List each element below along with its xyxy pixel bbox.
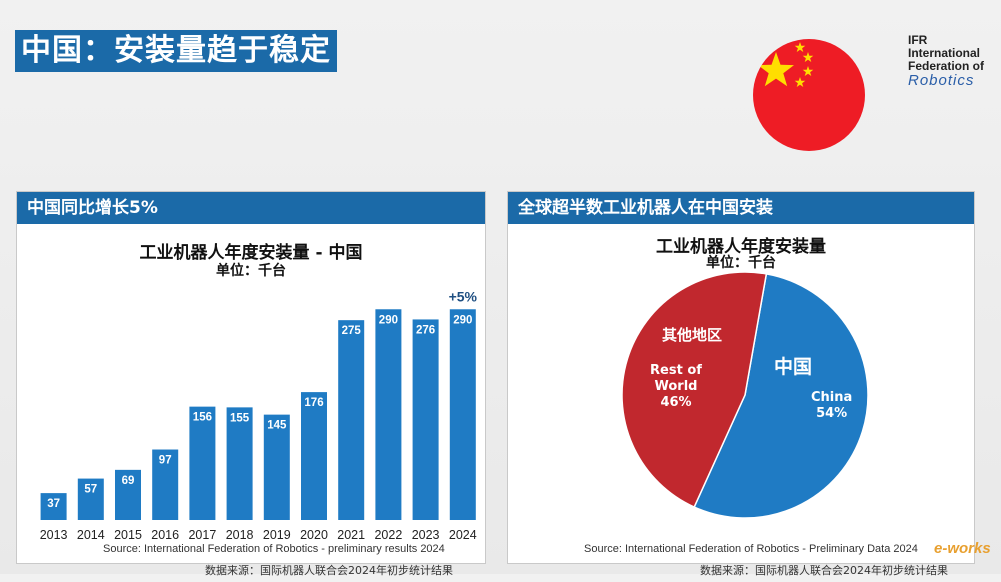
flag-small-star (794, 42, 806, 52)
source-note: Source: International Federation of Robo… (103, 543, 445, 555)
bar-value-label: 290 (453, 314, 472, 326)
source-note-cn: 数据来源：国际机器人联合会2024年初步统计结果 (205, 564, 453, 577)
bar (40, 493, 67, 520)
china-label: China 54% (811, 390, 852, 422)
flag-small-star (794, 77, 806, 87)
bar (375, 309, 402, 520)
logo-line: International (908, 46, 981, 60)
china-label-en: China (811, 390, 853, 405)
source-note: Source: International Federation of Robo… (584, 543, 918, 555)
flag-small-star (802, 52, 814, 62)
x-tick-label: 2014 (77, 528, 105, 542)
rest-label-cn: 其他地区 (662, 326, 723, 344)
pie-chart (621, 271, 869, 519)
x-tick-label: 2024 (449, 528, 477, 542)
x-tick-label: 2017 (188, 528, 216, 542)
china-label-cn: 中国 (774, 356, 813, 378)
bar (263, 414, 290, 520)
panel-header: 全球超半数工业机器人在中国安装 (508, 192, 974, 224)
china-flag-icon (753, 39, 865, 151)
bar (115, 469, 141, 520)
bar-value-label: 37 (47, 498, 60, 510)
bar-chart-subtitle: 单位：千台 (216, 263, 286, 279)
bar-value-label: 156 (193, 412, 212, 424)
bar-value-label: 69 (122, 475, 135, 487)
rest-label-value: 46% (660, 395, 692, 410)
x-tick-label: 2018 (226, 528, 254, 542)
ifr-logo: IFR International Federation of Robotics (908, 34, 984, 89)
rest-label-en: Rest of World (650, 363, 702, 394)
bar-chart-title: 工业机器人年度安装量 - 中国 (139, 243, 363, 263)
source-note-cn: 数据来源：国际机器人联合会2024年初步统计结果 (700, 564, 948, 577)
x-tick-label: 2023 (412, 528, 440, 542)
bar (449, 309, 476, 520)
bar (301, 392, 327, 520)
panel-header: 中国同比增长5% (17, 192, 485, 224)
pie-chart-panel: 全球超半数工业机器人在中国安装 工业机器人年度安装量 单位：千台 其他地区 Re… (507, 191, 975, 564)
pie-chart-subtitle: 单位：千台 (706, 255, 776, 271)
logo-robotics: Robotics (908, 72, 975, 89)
bar-value-label: 155 (230, 412, 250, 424)
pie-slice (693, 272, 869, 519)
x-tick-label: 2020 (300, 528, 328, 542)
bar (412, 319, 439, 520)
bar-value-label: 290 (379, 314, 398, 326)
bar-value-label: 275 (342, 325, 362, 337)
bar-chart: 37 2013 57 2014 69 2015 97 2016 156 2017 155 2018 14… (40, 288, 478, 542)
bar-value-label: 57 (84, 484, 97, 496)
bar-chart-panel: 中国同比增长5% 工业机器人年度安装量 - 中国 单位：千台 37 2013 57 2… (16, 191, 486, 564)
bar (189, 406, 216, 520)
x-tick-label: 2022 (374, 528, 402, 542)
bar (152, 449, 179, 520)
rest-label: Rest of World 46% (648, 363, 704, 411)
growth-annotation: +5% (449, 288, 478, 304)
bar-value-label: 97 (159, 455, 172, 467)
page-title: 中国：安装量趋于稳定 (15, 30, 337, 72)
bar-value-label: 145 (267, 420, 287, 432)
bar (226, 407, 253, 520)
bar (338, 320, 365, 520)
bar-value-label: 276 (416, 324, 435, 336)
flag-small-star (802, 66, 814, 76)
x-tick-label: 2019 (263, 528, 291, 542)
bar-value-label: 176 (304, 397, 323, 409)
x-tick-label: 2021 (337, 528, 365, 542)
x-tick-label: 2015 (114, 528, 142, 542)
logo-line: Federation of (908, 59, 985, 73)
x-tick-label: 2013 (40, 528, 68, 542)
pie-slice (621, 271, 768, 509)
logo-line: IFR (908, 33, 928, 47)
x-tick-label: 2016 (151, 528, 179, 542)
watermark: e-works (934, 540, 991, 557)
flag-big-star (758, 52, 794, 87)
china-label-value: 54% (816, 406, 848, 421)
bar (77, 478, 104, 520)
pie-chart-title: 工业机器人年度安装量 (656, 237, 826, 257)
